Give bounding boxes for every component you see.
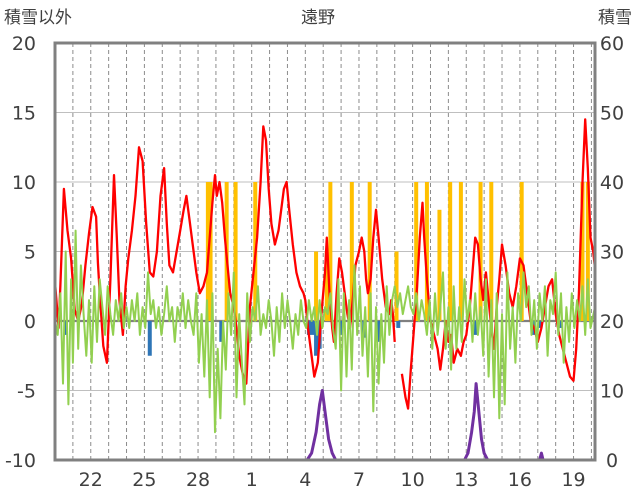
- negative-bar: [559, 321, 564, 328]
- negative-bar: [314, 321, 319, 356]
- y-left-tick-label: 10: [12, 172, 36, 194]
- y-right-tick-label: 50: [600, 103, 624, 125]
- y-left-tick-label: -5: [17, 381, 36, 403]
- x-tick-label: 22: [79, 469, 103, 491]
- negative-bar: [147, 321, 152, 356]
- precipitation-bar: [580, 182, 585, 321]
- x-tick-label: 16: [508, 469, 532, 491]
- negative-bar: [310, 321, 315, 335]
- precipitation-bar: [233, 182, 238, 321]
- precipitation-bar: [478, 182, 483, 321]
- precipitation-bar: [328, 182, 333, 321]
- negative-bar: [376, 321, 381, 342]
- y-right-tick-label: 10: [600, 381, 624, 403]
- y-right-tick-label: 30: [600, 242, 624, 264]
- plot-frame: [53, 41, 597, 462]
- precipitation-bar: [489, 182, 494, 321]
- y-right-tick-label: 20: [600, 311, 624, 333]
- x-tick-label: 28: [186, 469, 210, 491]
- precipitation-bar: [458, 182, 463, 321]
- precipitation-bar: [349, 182, 354, 321]
- x-tick-label: 1: [246, 469, 258, 491]
- precipitation-bar: [437, 209, 442, 321]
- precipitation-bar: [448, 182, 453, 321]
- negative-bar: [219, 321, 224, 342]
- x-tick-label: 13: [454, 469, 478, 491]
- precipitation-bar: [424, 182, 429, 321]
- precipitation-bar: [519, 182, 524, 321]
- y-left-tick-label: -10: [5, 450, 36, 472]
- y-right-tick-label: 0: [606, 450, 618, 472]
- y-right-axis-label: 積雪: [598, 8, 632, 28]
- x-tick-label: 10: [401, 469, 425, 491]
- x-tick-label: 7: [353, 469, 365, 491]
- y-left-tick-label: 5: [24, 242, 36, 264]
- precipitation-bar: [414, 182, 419, 321]
- temp-diff-line: [54, 229, 596, 434]
- y-left-tick-label: 20: [12, 33, 36, 55]
- precipitation-bar: [367, 182, 372, 321]
- precipitation-bar: [585, 182, 590, 321]
- y-right-tick-label: 60: [600, 33, 624, 55]
- precipitation-bar: [314, 251, 319, 321]
- x-tick-label: 4: [299, 469, 311, 491]
- negative-bar: [339, 321, 344, 335]
- negative-bar: [473, 321, 478, 335]
- precipitation-bar: [324, 251, 329, 321]
- chart-title: 遠野: [301, 8, 335, 28]
- precipitation-bar: [394, 251, 399, 321]
- negative-bar: [63, 321, 68, 335]
- negative-bar: [396, 321, 401, 328]
- y-left-axis-label: 積雪以外: [4, 8, 72, 28]
- y-left-tick-label: 0: [24, 311, 36, 333]
- x-tick-label: 19: [561, 469, 585, 491]
- x-tick-label: 25: [132, 469, 156, 491]
- y-left-tick-label: 15: [12, 103, 36, 125]
- y-right-tick-label: 40: [600, 172, 624, 194]
- plot-border: [53, 41, 597, 462]
- precipitation-bar: [208, 182, 213, 321]
- negative-bar: [537, 321, 542, 328]
